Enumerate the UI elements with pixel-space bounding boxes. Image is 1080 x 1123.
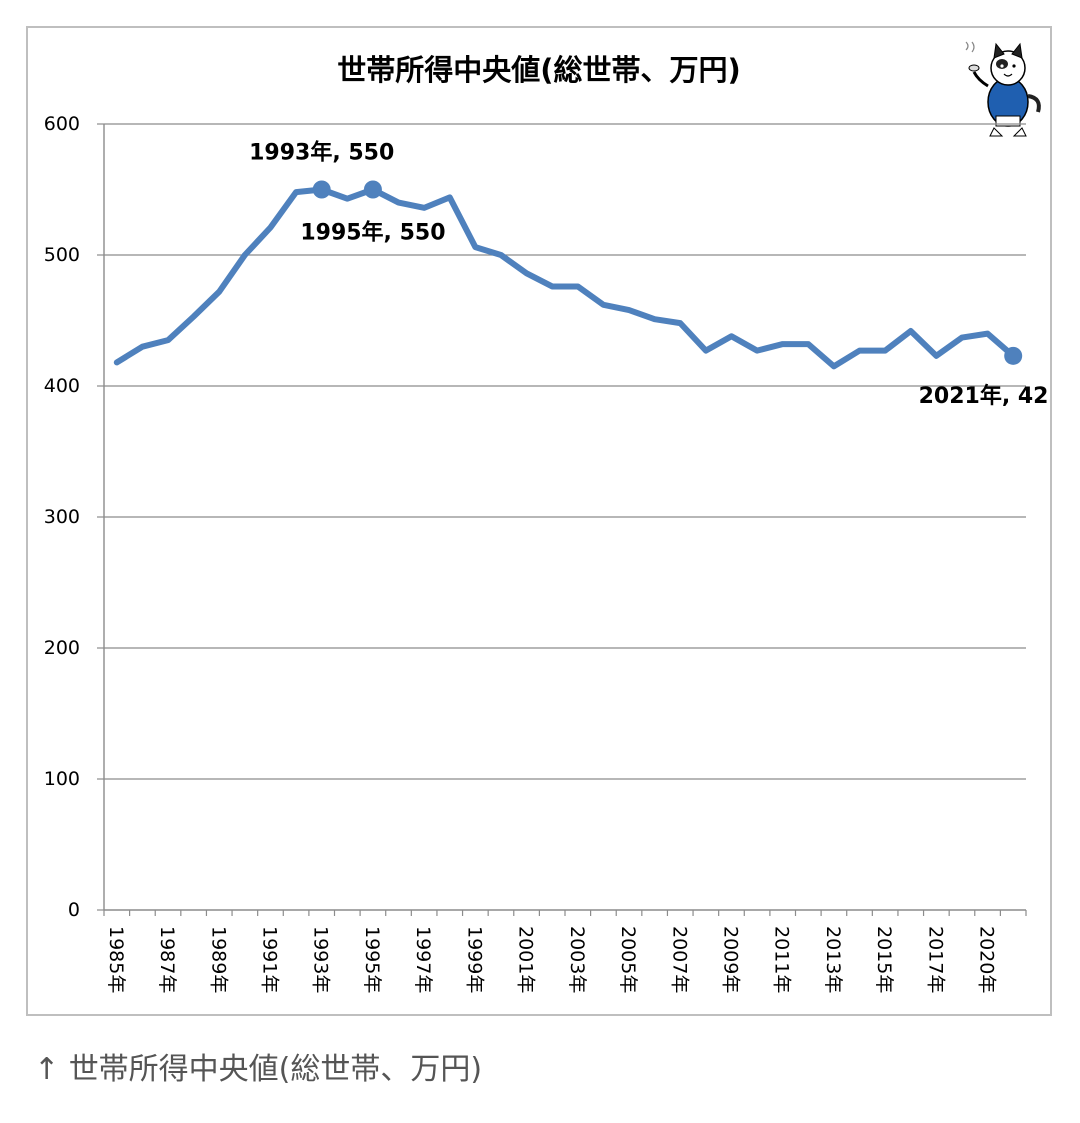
data-label: 1993年, 550 xyxy=(249,140,394,166)
series-line-0 xyxy=(113,186,1017,370)
x-tick-label: 1987年 xyxy=(156,926,178,993)
data-label: 1995年, 550 xyxy=(300,220,445,246)
x-tick-label: 2007年 xyxy=(668,926,690,993)
y-tick-label: 400 xyxy=(44,375,80,397)
y-tick-label: 300 xyxy=(44,506,80,528)
series-line xyxy=(113,186,1017,370)
x-tick-label: 2013年 xyxy=(822,926,844,993)
data-point-marker xyxy=(363,180,382,199)
x-tick-label: 2017年 xyxy=(924,926,946,993)
line-chart: 世帯所得中央値(総世帯、万円) 0 100 200 300 400 500 600 1985… xyxy=(44,41,1050,993)
x-tick-label: 1997年 xyxy=(412,926,434,993)
data-label: 2021年, 423 xyxy=(919,383,1050,409)
chart-title: 世帯所得中央値(総世帯、万円) xyxy=(337,53,741,87)
data-point-marker xyxy=(312,180,331,199)
x-tick-label: 2001年 xyxy=(515,926,537,993)
x-tick-label: 1999年 xyxy=(463,926,485,993)
x-tick-label: 2011年 xyxy=(771,926,793,993)
y-tick-label: 100 xyxy=(44,768,80,790)
y-tick-label: 0 xyxy=(68,899,80,921)
x-tick-label: 1989年 xyxy=(207,926,229,993)
x-tick-label: 2020年 xyxy=(976,926,998,993)
figure-caption: ↑ 世帯所得中央値(総世帯、万円) xyxy=(34,1044,482,1088)
x-tick-label: 2003年 xyxy=(566,926,588,993)
y-tick-label: 200 xyxy=(44,637,80,659)
axes xyxy=(103,124,1027,916)
mascot-icon xyxy=(965,41,1041,137)
y-tick-label: 500 xyxy=(44,244,80,266)
x-tick-label: 1991年 xyxy=(258,926,280,993)
caption-text: 世帯所得中央値(総世帯、万円) xyxy=(68,1052,483,1087)
x-tick-label: 1985年 xyxy=(105,926,127,993)
x-axis-tick-labels: 1985年 1987年 1989年 1991年 1993年 1995年 1997年 1999年… xyxy=(105,926,998,993)
x-tick-label: 2009年 xyxy=(719,926,741,993)
data-annotations: 1993年, 550 1995年, 550 2021年, 423 xyxy=(249,140,1050,409)
x-tick-label: 1995年 xyxy=(361,926,383,993)
y-tick-label: 600 xyxy=(44,113,80,135)
data-point-marker xyxy=(1004,346,1023,365)
x-tick-label: 1993年 xyxy=(310,926,332,993)
y-axis-tick-labels: 0 100 200 300 400 500 600 xyxy=(44,113,80,921)
up-arrow-icon: ↑ xyxy=(34,1052,60,1087)
chart-frame: 世帯所得中央値(総世帯、万円) 0 100 200 300 400 500 600 1985… xyxy=(26,26,1052,1016)
gridlines xyxy=(97,123,1026,911)
x-tick-label: 2005年 xyxy=(617,926,639,993)
x-tick-label: 2015年 xyxy=(873,926,895,993)
